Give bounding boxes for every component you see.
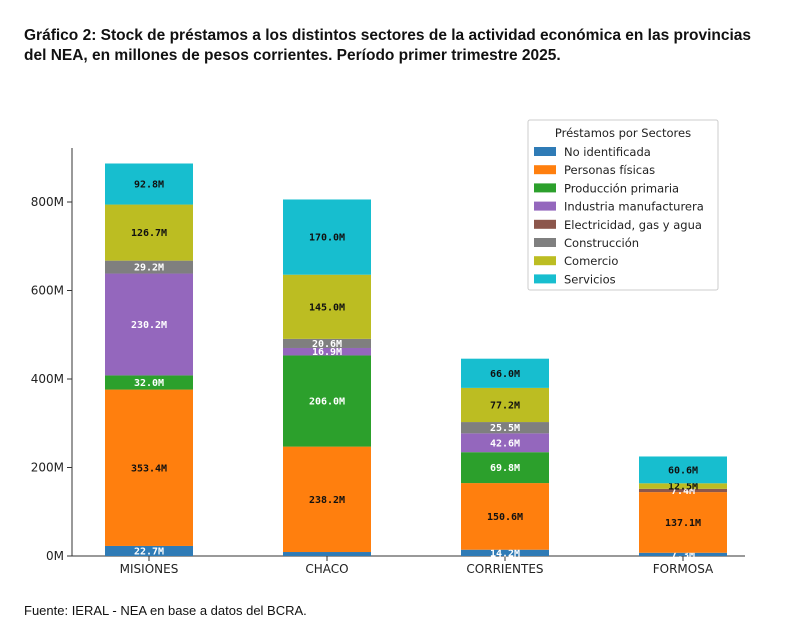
legend: Préstamos por Sectores No identificada Per…: [527, 119, 719, 291]
bar-data-label: 22.7M: [134, 546, 164, 557]
bar-data-label: 7.3M: [671, 550, 695, 561]
x-tick-label: MISIONES: [120, 562, 179, 576]
bar-segment: [105, 375, 193, 390]
legend-entry: Industria manufacturera: [564, 200, 704, 214]
bar-data-label: 77.2M: [490, 400, 520, 411]
bar-data-label: 66.0M: [490, 369, 520, 380]
bar-segment: [461, 387, 549, 423]
bar-segment: [461, 422, 549, 434]
y-tick-label: 0M: [46, 549, 64, 563]
bar-segment: [461, 483, 549, 550]
bar-data-label: 20.6M: [312, 339, 342, 350]
chart-title: Gráfico 2: Stock de préstamos a los dist…: [24, 27, 752, 64]
legend-box: [527, 119, 719, 291]
bar-data-label: 137.1M: [665, 518, 701, 529]
source-note: Fuente: IERAL - NEA en base a datos del …: [24, 603, 307, 618]
bar-segment: [283, 355, 371, 447]
bar-segment: [105, 273, 193, 376]
legend-entry: Servicios: [564, 272, 616, 286]
bar-segment: [283, 199, 371, 275]
x-tick-label: CORRIENTES: [466, 562, 543, 576]
bar-segment: [461, 452, 549, 484]
bar-segment: [639, 456, 727, 484]
bar-data-label: 69.8M: [490, 463, 520, 474]
x-tick-label: CHACO: [305, 562, 348, 576]
bar-segment: [105, 163, 193, 205]
legend-entry: Personas físicas: [564, 163, 655, 177]
legend-entry: Electricidad, gas y agua: [564, 218, 702, 232]
bar-segment: [639, 488, 727, 493]
bar-segment: [283, 446, 371, 553]
bar-segment: [283, 274, 371, 339]
x-tick-label: FORMOSA: [653, 562, 714, 576]
legend-entry: Comercio: [564, 254, 618, 268]
bar-segment: [283, 338, 371, 348]
legend-title: Préstamos por Sectores: [555, 126, 691, 140]
y-tick-label: 800M: [31, 195, 64, 209]
bar-data-label: 14.2M: [490, 548, 520, 559]
bar-data-label: 170.0M: [309, 233, 345, 244]
bar-data-label: 60.6M: [668, 465, 698, 476]
bar-segment: [639, 552, 727, 556]
legend-swatch: [534, 238, 556, 247]
bar-data-label: 12.5M: [668, 482, 698, 493]
bar-segment: [639, 483, 727, 489]
legend-entry: No identificada: [564, 145, 651, 159]
legend-swatch: [534, 219, 556, 229]
bars: 22.7M 353.4M 32.0M 230.2M 29.2M 126.7M 92.8M 23…: [105, 163, 727, 561]
bar-segment: [283, 552, 371, 556]
bar-segment: [461, 358, 549, 388]
legend-swatch: [534, 165, 556, 175]
bar-data-label: 353.4M: [131, 463, 167, 474]
bar-segment: [105, 204, 193, 261]
y-tick-label: 400M: [31, 372, 64, 386]
bar-data-label: 29.2M: [134, 263, 164, 274]
bar-segment: [283, 347, 371, 356]
bar-segment: [105, 545, 193, 556]
bar-segment: [461, 433, 549, 453]
y-tick-label: 600M: [31, 284, 64, 298]
bar-data-label: 25.5M: [490, 423, 520, 434]
y-tick-label: 200M: [31, 461, 64, 475]
bar-data-label: 42.6M: [490, 438, 520, 449]
bar-data-label: 92.8M: [134, 180, 164, 191]
legend-swatch: [534, 201, 556, 211]
bar-data-label: 16.9M: [312, 347, 342, 358]
bar-segment: [639, 492, 727, 553]
bar-data-label: 145.0M: [309, 302, 345, 313]
stacked-bar-chart: 0M 200M 400M 600M 800M MISIONES CHACO CORRIENTE…: [31, 119, 745, 576]
legend-swatch: [534, 183, 556, 193]
bar-data-label: 206.0M: [309, 397, 345, 408]
bar-data-label: 32.0M: [134, 378, 164, 389]
bar-segment: [105, 389, 193, 546]
legend-entry: Producción primaria: [564, 181, 679, 195]
bar-data-label: 7.4M: [671, 486, 695, 497]
legend-swatch: [534, 274, 556, 284]
bar-segment: [461, 549, 549, 556]
legend-entry: Construcción: [564, 236, 639, 250]
legend-swatch: [534, 256, 556, 266]
bar-data-label: 126.7M: [131, 228, 167, 239]
bar-data-label: 230.2M: [131, 320, 167, 331]
legend-swatch: [534, 147, 556, 156]
bar-segment: [105, 260, 193, 274]
bar-data-label: 238.2M: [309, 495, 345, 506]
bar-data-label: 150.6M: [487, 512, 523, 523]
